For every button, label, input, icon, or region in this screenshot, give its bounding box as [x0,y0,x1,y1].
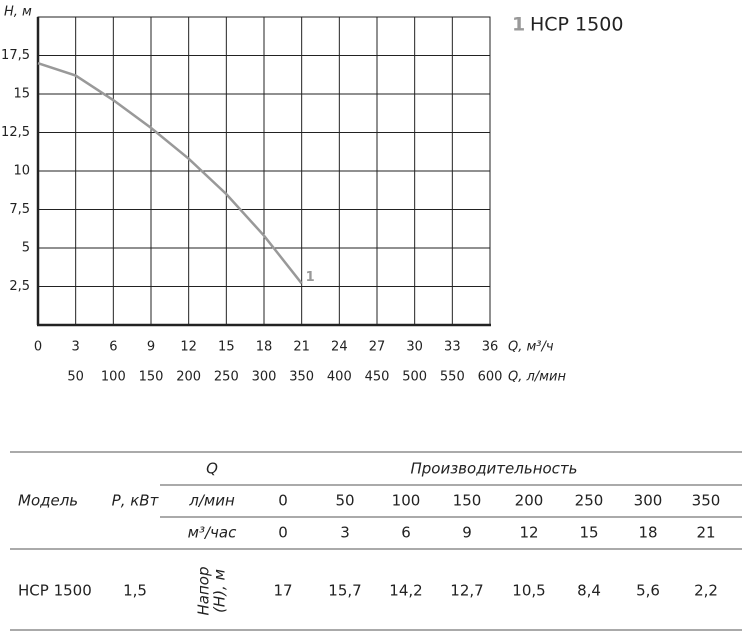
table-cell: 3 [340,524,350,542]
legend-label: HCP 1500 [530,14,623,36]
table-lines [10,451,742,631]
table-cell: 14,2 [389,582,422,600]
x-tick-label: 27 [369,340,386,355]
table-cell: 1,5 [123,582,147,600]
x-tick-label: 15 [218,340,235,355]
x2-tick-label: 400 [327,370,352,385]
y-tick-label: 12,5 [1,125,30,140]
x-tick-label: 18 [256,340,273,355]
x2-tick-label: 200 [176,370,201,385]
x-tick-label: 0 [34,340,42,355]
table-header: Модель [18,492,78,510]
y-tick-label: 17,5 [1,48,30,63]
y-axis-label: H, м [4,5,32,20]
table-cell: 15 [579,524,598,542]
table-cell: 50 [335,492,354,510]
table-cell: 350 [692,492,721,510]
x2-tick-label: 500 [402,370,427,385]
table-cell: 12,7 [450,582,483,600]
table-cell: 6 [401,524,411,542]
curve-label: 1 [306,270,315,285]
table-cell: 5,6 [636,582,660,600]
y-tick-label: 5 [22,241,30,256]
x-tick-label: 30 [406,340,423,355]
table-cell: 18 [638,524,657,542]
x2-tick-label: 150 [139,370,164,385]
x2-tick-label: 550 [440,370,465,385]
table-cell: 17 [273,582,292,600]
x-tick-label: 21 [293,340,310,355]
x-tick-label: 36 [482,340,499,355]
y-tick-label: 10 [13,164,30,179]
table-cell: 100 [392,492,421,510]
table-cell: 0 [278,524,288,542]
curve [37,62,303,285]
table-header: Производительность [410,460,577,478]
table-header: Q [206,460,218,478]
x-tick-label: 9 [147,340,155,355]
table-cell: 8,4 [577,582,601,600]
x-axis-label: Q, м³/ч [508,340,554,355]
table-row-label: (Н), м [211,569,229,613]
x2-tick-label: 600 [478,370,503,385]
x-tick-label: 6 [109,340,117,355]
x2-tick-label: 350 [289,370,314,385]
table-cell: 10,5 [512,582,545,600]
table-cell: 12 [519,524,538,542]
table-cell: 2,2 [694,582,718,600]
table-cell: 15,7 [328,582,361,600]
table-cell: 9 [462,524,472,542]
x2-tick-label: 50 [67,370,84,385]
x-tick-label: 33 [444,340,461,355]
table-row-label: Напор [195,567,213,616]
x2-axis-label: Q, л/мин [508,370,566,385]
table-header: л/мин [188,492,235,510]
table-cell: 300 [634,492,663,510]
x2-tick-label: 300 [252,370,277,385]
table-header: Р, кВт [112,492,160,510]
x-tick-label: 24 [331,340,348,355]
table-cell: 250 [575,492,604,510]
table-cell: HCP 1500 [18,582,92,600]
x2-tick-label: 250 [214,370,239,385]
table-cell: 0 [278,492,288,510]
y-tick-label: 7,5 [9,202,30,217]
x2-tick-label: 100 [101,370,126,385]
x2-tick-label: 450 [365,370,390,385]
x-tick-label: 12 [180,340,197,355]
x-tick-label: 3 [72,340,80,355]
legend-number: 1 [512,14,525,36]
y-tick-label: 15 [13,87,30,102]
table-cell: 200 [515,492,544,510]
table-header: м³/час [188,524,237,542]
y-tick-label: 2,5 [9,279,30,294]
table-cell: 21 [696,524,715,542]
table-cell: 150 [453,492,482,510]
